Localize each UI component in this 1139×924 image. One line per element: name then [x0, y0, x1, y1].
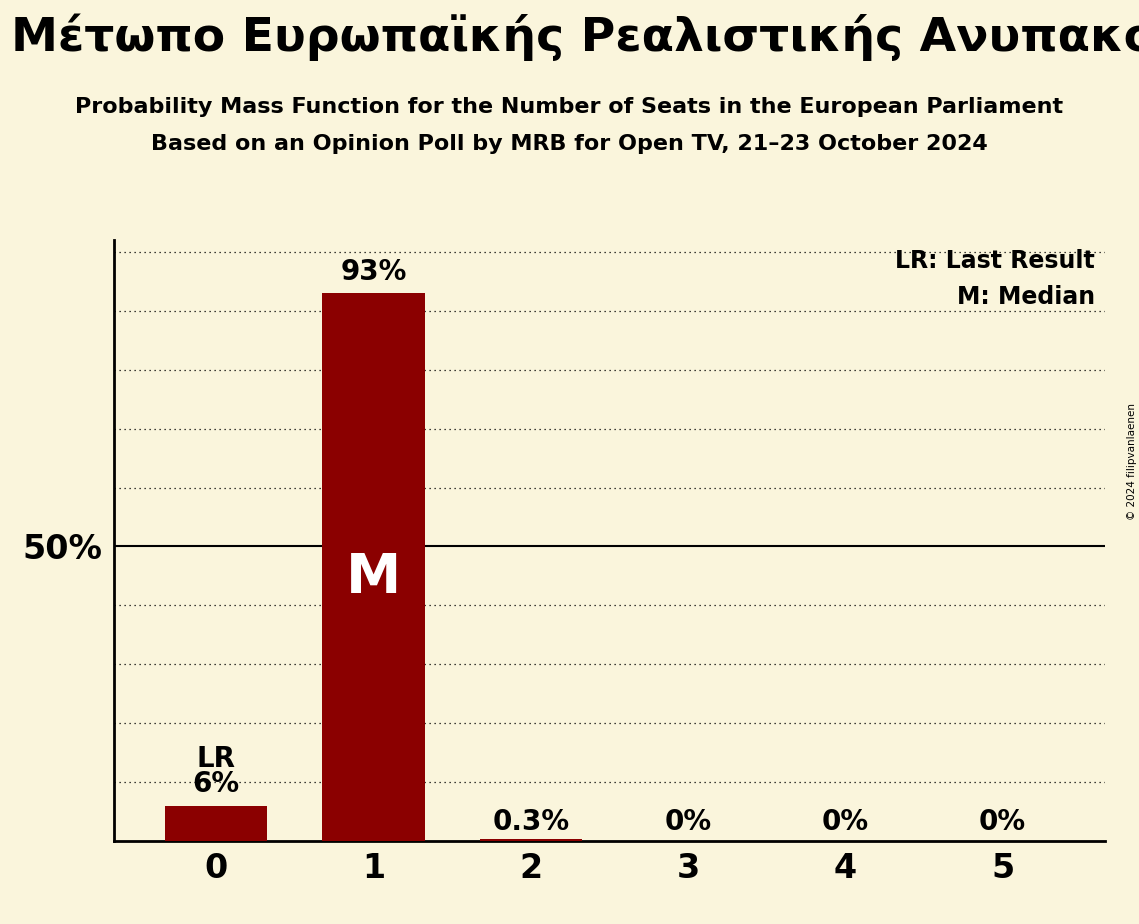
Text: 0%: 0% [821, 808, 869, 836]
Bar [480, 839, 582, 841]
Bar [165, 806, 268, 841]
Text: 93%: 93% [341, 258, 407, 286]
Text: 6%: 6% [192, 771, 239, 798]
Text: 0%: 0% [980, 808, 1026, 836]
Text: LR: LR [197, 745, 236, 773]
Text: Μέτωπο Ευρωπαϊκής Ρεαλιστικής Ανυπακοής (GUE/NG: Μέτωπο Ευρωπαϊκής Ρεαλιστικής Ανυπακοής … [11, 14, 1139, 61]
Text: 0.3%: 0.3% [492, 808, 570, 836]
Text: M: Median: M: Median [957, 286, 1095, 310]
Text: M: M [346, 551, 401, 605]
Text: Probability Mass Function for the Number of Seats in the European Parliament: Probability Mass Function for the Number… [75, 97, 1064, 117]
Text: © 2024 filipvanlaenen: © 2024 filipvanlaenen [1126, 404, 1137, 520]
Text: LR: Last Result: LR: Last Result [895, 249, 1095, 274]
Bar [322, 293, 425, 841]
Text: Based on an Opinion Poll by MRB for Open TV, 21–23 October 2024: Based on an Opinion Poll by MRB for Open… [151, 134, 988, 154]
Text: 0%: 0% [664, 808, 712, 836]
